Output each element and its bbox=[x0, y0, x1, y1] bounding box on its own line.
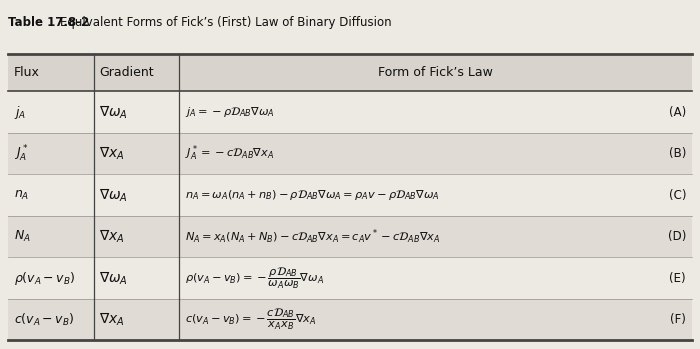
Text: Flux: Flux bbox=[14, 66, 40, 79]
Text: $c(v_A - v_B) = -\dfrac{c\mathcal{D}_{AB}}{x_A x_B}\nabla x_A$: $c(v_A - v_B) = -\dfrac{c\mathcal{D}_{AB… bbox=[185, 307, 316, 332]
Text: $c(v_A - v_B)$: $c(v_A - v_B)$ bbox=[14, 311, 74, 328]
Text: $\nabla x_A$: $\nabla x_A$ bbox=[99, 228, 125, 245]
Text: $\nabla x_A$: $\nabla x_A$ bbox=[99, 311, 125, 328]
Text: (E): (E) bbox=[669, 272, 686, 284]
Text: (D): (D) bbox=[668, 230, 686, 243]
Bar bbox=[8, 216, 692, 257]
Bar bbox=[8, 257, 692, 299]
Bar bbox=[8, 133, 692, 174]
Text: (B): (B) bbox=[668, 147, 686, 160]
Text: (A): (A) bbox=[668, 105, 686, 119]
Text: $\rho(v_A - v_B)$: $\rho(v_A - v_B)$ bbox=[14, 269, 76, 287]
Text: $\rho(v_A - v_B) = -\dfrac{\rho\mathcal{D}_{AB}}{\omega_A\omega_B}\nabla\omega_A: $\rho(v_A - v_B) = -\dfrac{\rho\mathcal{… bbox=[185, 265, 324, 291]
Text: $j_A = -\rho\mathcal{D}_{AB}\nabla\omega_A$: $j_A = -\rho\mathcal{D}_{AB}\nabla\omega… bbox=[185, 105, 274, 119]
Bar bbox=[8, 91, 692, 133]
Bar bbox=[8, 299, 692, 340]
Bar bbox=[8, 174, 692, 216]
Text: $J_A^* = -c\mathcal{D}_{AB}\nabla x_A$: $J_A^* = -c\mathcal{D}_{AB}\nabla x_A$ bbox=[185, 144, 274, 163]
Text: Gradient: Gradient bbox=[99, 66, 154, 79]
Text: Form of Fick’s Law: Form of Fick’s Law bbox=[378, 66, 493, 79]
Text: $n_A = \omega_A(n_A + n_B) - \rho\mathcal{D}_{AB}\nabla\omega_A = \rho_A v - \rh: $n_A = \omega_A(n_A + n_B) - \rho\mathca… bbox=[185, 188, 440, 202]
Text: $N_A$: $N_A$ bbox=[14, 229, 31, 244]
Text: Equivalent Forms of Fick’s (First) Law of Binary Diffusion: Equivalent Forms of Fick’s (First) Law o… bbox=[60, 16, 391, 29]
Text: $\nabla x_A$: $\nabla x_A$ bbox=[99, 145, 125, 162]
Text: $\nabla\omega_A$: $\nabla\omega_A$ bbox=[99, 103, 128, 121]
Text: $j_A$: $j_A$ bbox=[14, 104, 27, 120]
Text: $N_A = x_A(N_A + N_B) - c\mathcal{D}_{AB}\nabla x_A = c_A v^* - c\mathcal{D}_{AB: $N_A = x_A(N_A + N_B) - c\mathcal{D}_{AB… bbox=[185, 228, 440, 246]
Text: $\nabla\omega_A$: $\nabla\omega_A$ bbox=[99, 269, 128, 287]
Text: Table 17.8-2: Table 17.8-2 bbox=[8, 16, 90, 29]
Text: $\nabla\omega_A$: $\nabla\omega_A$ bbox=[99, 186, 128, 204]
Text: $J_A^*$: $J_A^*$ bbox=[14, 143, 29, 164]
Text: $n_A$: $n_A$ bbox=[14, 188, 29, 202]
Text: (C): (C) bbox=[668, 188, 686, 201]
Bar bbox=[8, 54, 692, 91]
Text: (F): (F) bbox=[670, 313, 686, 326]
